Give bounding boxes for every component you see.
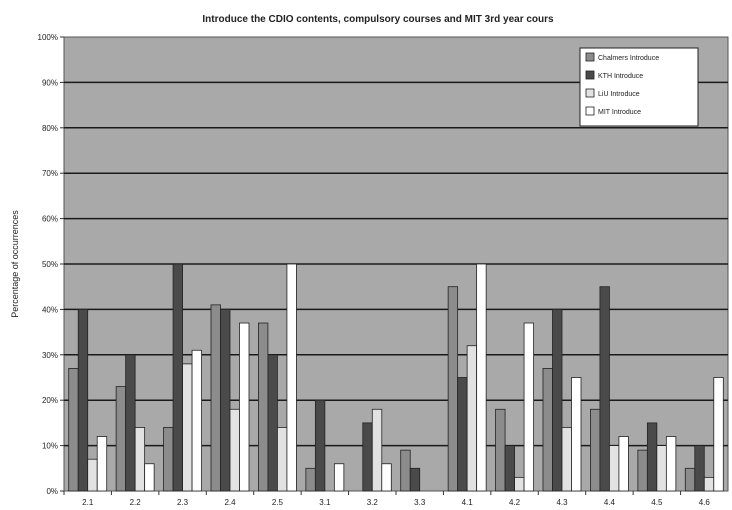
bar-2-4.2 <box>504 445 515 492</box>
bar-1-4.6 <box>684 467 696 492</box>
bar-4-2.1 <box>96 436 108 492</box>
legend: Chalmers Introduce KTH Introduce LiU Intro… <box>579 47 699 127</box>
bar-1-4.5 <box>637 449 648 492</box>
bar-4-4.6 <box>713 377 724 492</box>
bar-2-4.3 <box>552 308 563 492</box>
x-tick-label: 4.2 <box>509 498 521 507</box>
bar-1-2.4 <box>210 304 221 492</box>
bar-2-4.6 <box>694 445 705 492</box>
bar-3-4.3 <box>561 427 572 492</box>
bar-3-4.5 <box>656 445 667 492</box>
x-tick-label: 2.4 <box>224 498 236 507</box>
y-tick-label: 20% <box>42 396 58 405</box>
bar-2-2.2 <box>125 354 136 492</box>
x-tick-label: 4.1 <box>462 498 474 507</box>
bar-1-2.3 <box>163 427 174 492</box>
y-tick-label: 60% <box>42 215 58 224</box>
bar-3-2.5 <box>277 427 288 492</box>
bar-4-4.5 <box>665 436 677 492</box>
bar-3-2.4 <box>229 408 240 492</box>
bar-3-2.2 <box>134 427 146 492</box>
bar-3-4.4 <box>609 445 620 492</box>
legend-swatch <box>585 52 595 62</box>
x-tick-label: 3.1 <box>319 498 331 507</box>
x-axis-ticks: 2.1 2.2 2.3 2.4 2.5 3.1 3.2 3.3 4.1 4.2 4.3 4.4 4.5 4… <box>63 491 711 507</box>
bar-3-2.3 <box>182 363 193 492</box>
bar-4-3.1 <box>333 463 345 492</box>
bar-2-3.2 <box>362 422 373 492</box>
chart-title: Introduce the CDIO contents, compulsory … <box>202 14 554 25</box>
bar-1-4.4 <box>590 408 601 492</box>
bar-2-2.5 <box>267 354 278 492</box>
y-axis-label: Percentage of occurrences <box>10 210 20 318</box>
y-tick-label: 0% <box>46 487 58 496</box>
bar-1-2.1 <box>68 368 79 492</box>
bars <box>68 263 724 492</box>
bar-1-4.1 <box>447 286 459 492</box>
bar-4-4.1 <box>476 263 487 492</box>
y-tick-label: 40% <box>42 305 58 314</box>
bar-3-4.2 <box>514 476 525 492</box>
legend-label: LiU Introduce <box>598 91 640 98</box>
y-tick-label: 30% <box>42 351 58 360</box>
x-tick-label: 3.3 <box>414 498 426 507</box>
x-tick-label: 2.3 <box>177 498 189 507</box>
bar-4-3.2 <box>381 463 392 492</box>
y-tick-label: 80% <box>42 124 58 133</box>
bar-1-2.2 <box>115 386 127 492</box>
bar-1-4.2 <box>495 408 506 492</box>
bar-3-3.2 <box>371 408 383 492</box>
bar-4-4.2 <box>523 322 534 492</box>
legend-label: KTH Introduce <box>598 73 643 80</box>
bar-1-4.3 <box>542 368 553 492</box>
bar-2-4.1 <box>457 377 468 492</box>
bar-2-4.4 <box>599 286 610 492</box>
y-tick-label: 90% <box>42 78 58 87</box>
x-tick-label: 2.2 <box>130 498 142 507</box>
x-tick-label: 4.6 <box>699 498 711 507</box>
bar-4-2.5 <box>286 263 297 492</box>
x-tick-label: 4.4 <box>604 498 616 507</box>
x-tick-label: 2.5 <box>272 498 284 507</box>
y-tick-label: 50% <box>42 260 58 269</box>
bar-4-4.4 <box>618 436 629 492</box>
legend-swatch <box>585 88 595 98</box>
bar-4-2.3 <box>191 349 202 492</box>
legend-label: MIT Introduce <box>598 109 641 116</box>
y-tick-label: 100% <box>38 33 58 42</box>
bar-2-3.3 <box>409 467 421 492</box>
legend-box <box>579 47 699 127</box>
legend-swatch <box>585 70 595 80</box>
bar-2-3.1 <box>314 399 326 492</box>
bar-1-2.5 <box>258 322 269 492</box>
bar-2-2.1 <box>77 308 89 492</box>
bar-4-2.4 <box>239 322 250 492</box>
legend-swatch <box>585 106 595 116</box>
x-tick-label: 4.5 <box>651 498 663 507</box>
bar-4-2.2 <box>144 463 155 492</box>
bar-3-2.1 <box>87 458 98 492</box>
bar-2-2.3 <box>172 263 183 492</box>
bar-3-4.6 <box>703 476 715 492</box>
bar-2-2.4 <box>220 308 231 492</box>
x-tick-label: 4.3 <box>556 498 568 507</box>
bar-4-4.3 <box>571 377 582 492</box>
x-tick-label: 3.2 <box>367 498 379 507</box>
bar-1-3.3 <box>400 449 411 492</box>
bar-3-4.1 <box>466 345 478 492</box>
y-axis-ticks: 0% 10% 20% 30% 40% 50% 60% 70% 80% 90% 100% <box>38 33 64 496</box>
legend-label: Chalmers Introduce <box>598 55 659 62</box>
bar-1-3.1 <box>305 467 316 492</box>
x-tick-label: 2.1 <box>82 498 94 507</box>
y-tick-label: 10% <box>42 442 58 451</box>
y-tick-label: 70% <box>42 169 58 178</box>
bar-2-4.5 <box>646 422 658 492</box>
